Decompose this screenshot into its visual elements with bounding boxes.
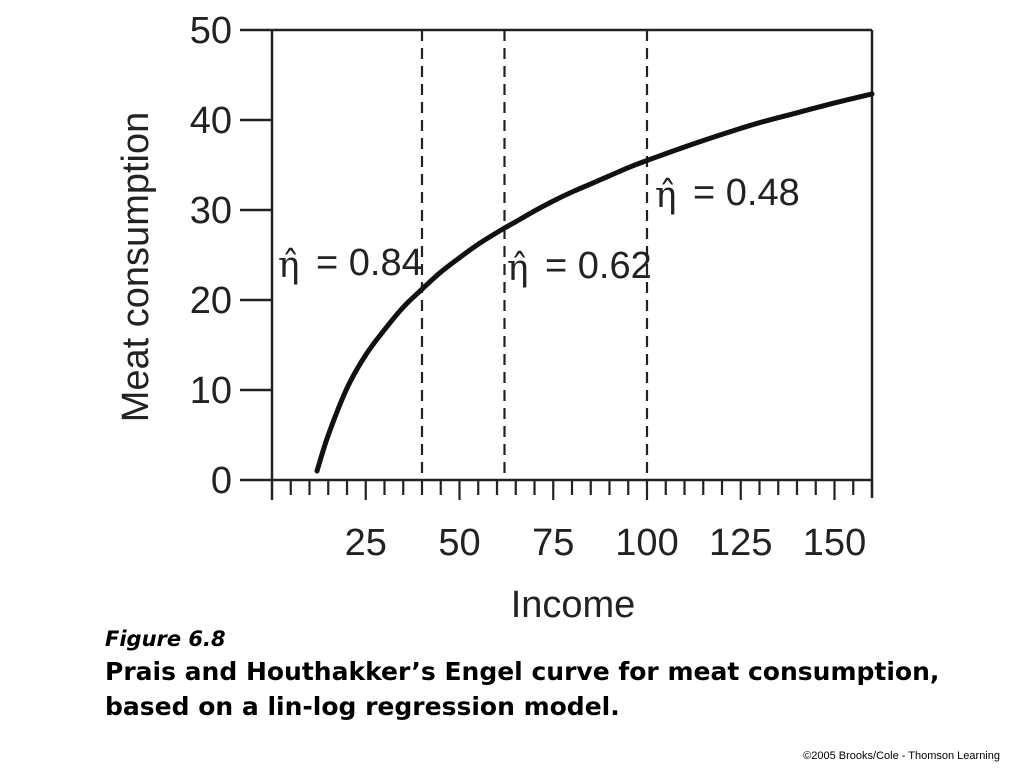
figure-title: Prais and Houthakker’s Engel curve for m… (105, 657, 940, 721)
eta-hat-symbol: η̂ (655, 175, 677, 216)
y-tick-label: 40 (190, 100, 232, 142)
y-tick-label: 20 (190, 280, 232, 322)
elasticity-annotation: η̂ = 0.84 (278, 242, 423, 286)
copyright-notice: ©2005 Brooks/Cole - Thomson Learning (803, 750, 1000, 762)
engel-curve-chart: 0 10 20 30 40 50 25 50 75 100 125 150 Income Meat con… (115, 10, 875, 620)
y-tick-label: 0 (211, 460, 232, 502)
curve-layer (314, 91, 875, 474)
x-tick-label: 50 (438, 522, 480, 564)
elasticity-annotation: η̂ = 0.62 (507, 245, 652, 289)
y-axis-title: Meat consumption (115, 112, 157, 423)
x-tick-label: 25 (345, 522, 387, 564)
x-tick-label: 150 (803, 522, 866, 564)
x-axis-title: Income (511, 584, 636, 620)
y-tick-label: 50 (190, 10, 232, 52)
y-tick-label: 10 (190, 370, 232, 412)
elasticity-value: = 0.84 (316, 242, 423, 284)
x-tick-label: 125 (709, 522, 772, 564)
y-tick-label: 30 (190, 190, 232, 232)
x-tick-label: 75 (532, 522, 574, 564)
x-tick-label: 100 (615, 522, 678, 564)
labels-layer: 0 10 20 30 40 50 25 50 75 100 125 150 Income Meat con… (115, 10, 866, 620)
elasticity-annotation: η̂ = 0.48 (655, 172, 800, 216)
figure-label: Figure 6.8 (105, 627, 226, 651)
figure-caption: Figure 6.8 Prais and Houthakker’s Engel … (105, 624, 985, 724)
elasticity-value: = 0.48 (693, 172, 800, 214)
reference-lines-layer (420, 30, 649, 480)
eta-hat-symbol: η̂ (278, 245, 300, 286)
elasticity-value: = 0.62 (545, 245, 652, 287)
eta-hat-symbol: η̂ (507, 248, 529, 289)
engel-curve-series-0 (314, 91, 875, 474)
axes-layer (240, 28, 874, 500)
